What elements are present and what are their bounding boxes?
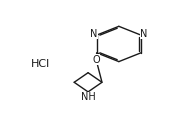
- Text: O: O: [92, 55, 100, 65]
- Text: HCl: HCl: [31, 59, 50, 69]
- Text: N: N: [90, 29, 98, 39]
- Text: N: N: [140, 29, 147, 39]
- Text: NH: NH: [81, 92, 95, 102]
